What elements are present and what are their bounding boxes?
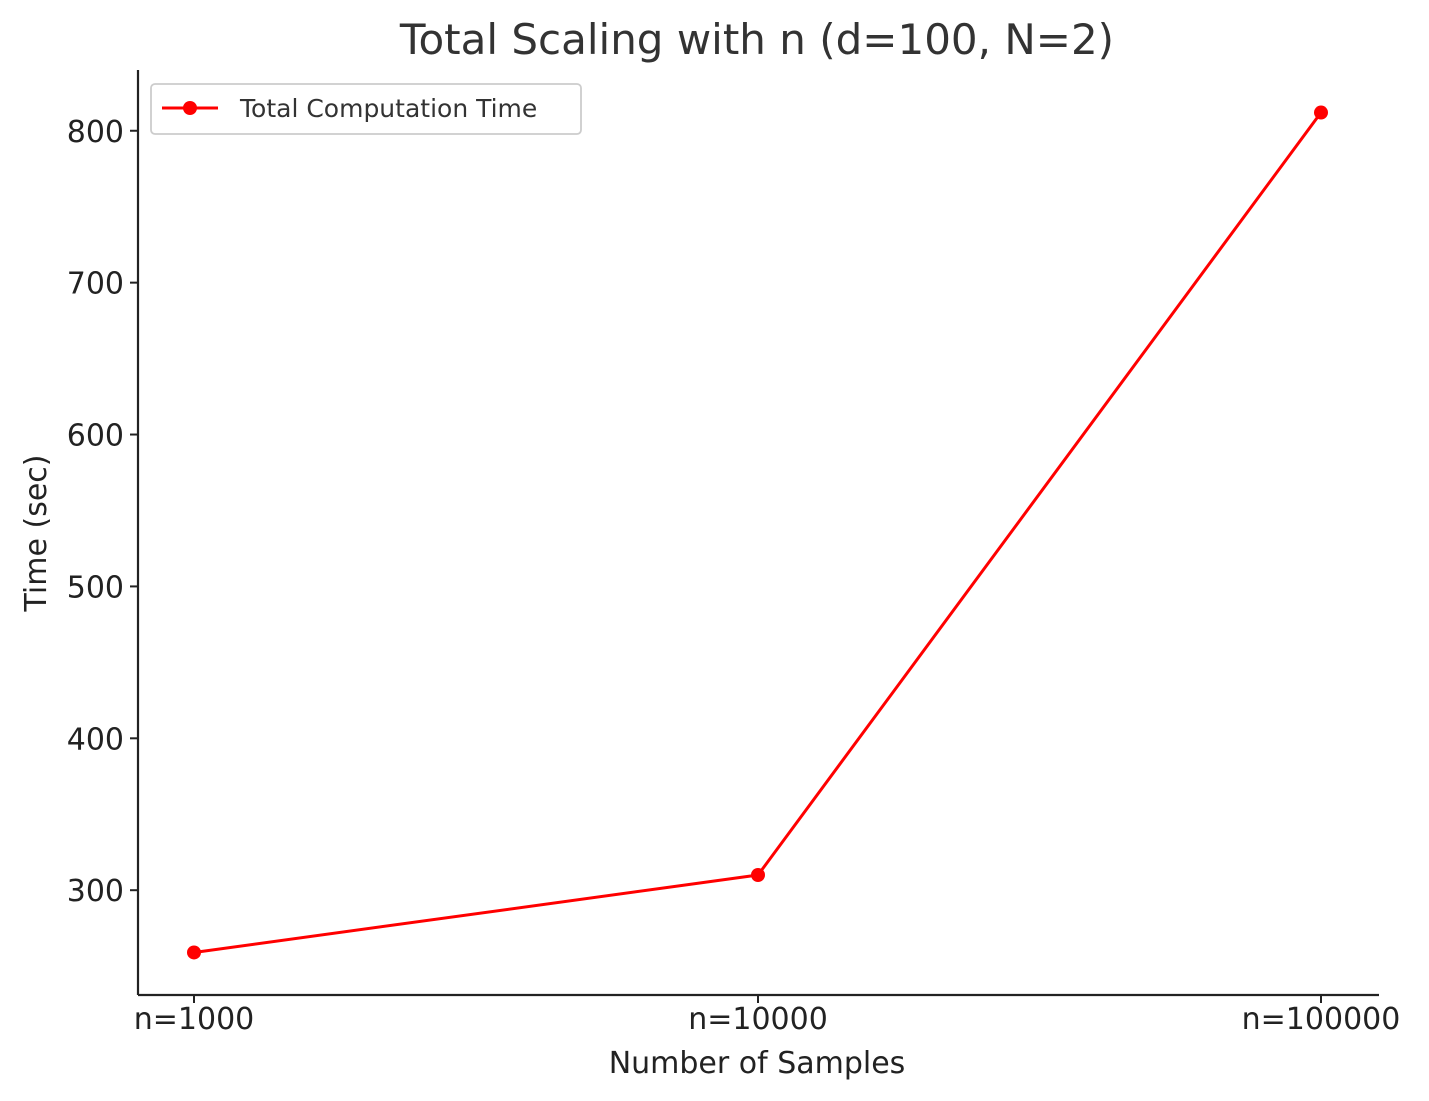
x-tick-label: n=10000 — [688, 1002, 828, 1037]
data-point — [187, 945, 201, 960]
legend: Total Computation Time — [150, 83, 582, 135]
y-tick-label: 500 — [67, 570, 124, 605]
x-axis-ticks: n=1000 n=10000 n=100000 — [134, 995, 1401, 1037]
y-tick-label: 700 — [67, 267, 124, 302]
data-point — [1314, 105, 1328, 120]
y-axis-ticks: 300 400 500 600 700 800 — [67, 115, 138, 909]
data-point — [751, 868, 765, 883]
legend-swatch-marker — [183, 101, 197, 115]
x-tick-label: n=1000 — [134, 1002, 255, 1037]
y-tick-label: 600 — [67, 419, 124, 454]
y-tick-label: 400 — [67, 722, 124, 757]
chart-title: Total Scaling with n (d=100, N=2) — [399, 15, 1114, 64]
legend-label: Total Computation Time — [239, 94, 537, 123]
series-layer — [187, 105, 1328, 960]
x-axis-label: Number of Samples — [609, 1046, 906, 1081]
legend-box — [150, 83, 582, 135]
series-line — [193, 111, 1323, 954]
x-tick-label: n=100000 — [1242, 1002, 1401, 1037]
y-tick-label: 300 — [67, 874, 124, 909]
y-axis-label: Time (sec) — [19, 455, 54, 613]
y-tick-label: 800 — [67, 115, 124, 150]
